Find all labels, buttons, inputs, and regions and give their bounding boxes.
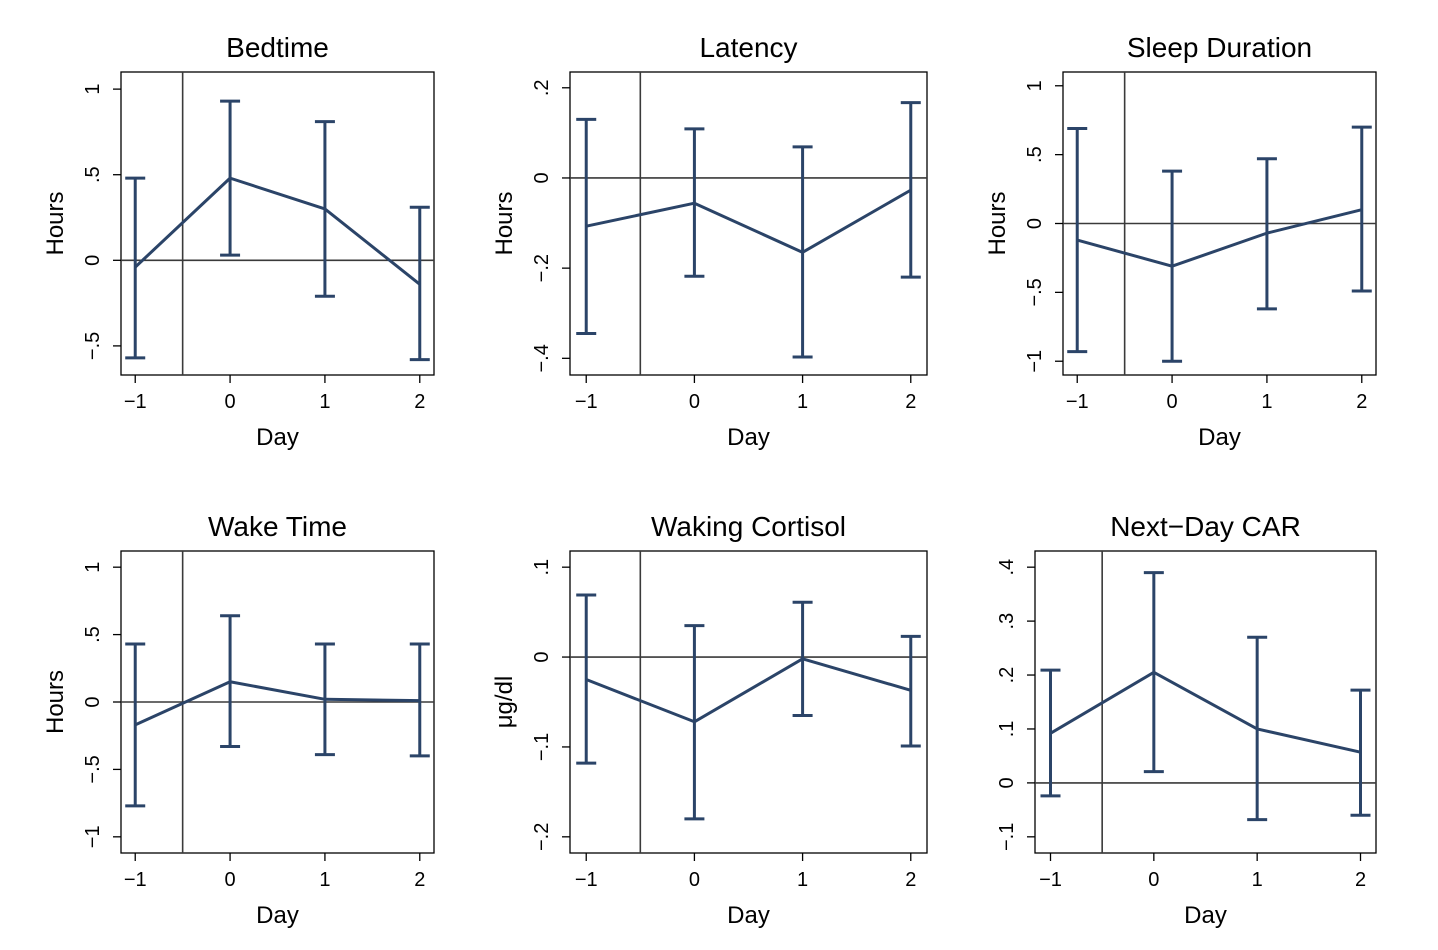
- panel-title: Bedtime: [226, 32, 329, 63]
- panel-title: Latency: [699, 32, 797, 63]
- panel-2: Latency −1 0 1 2 −.4 −.2 0 .2 Day Hours: [491, 32, 928, 451]
- x-axis-label: Day: [727, 902, 770, 929]
- estimate-line: [585, 188, 912, 254]
- y-axis-label: μg/dl: [491, 676, 518, 729]
- x-tick-label: 0: [1167, 391, 1178, 413]
- x-tick-label: 0: [225, 869, 236, 891]
- y-tick-label: 1: [1024, 80, 1046, 91]
- x-tick-label: 0: [1148, 869, 1159, 891]
- x-tick-label: −1: [1039, 869, 1062, 891]
- x-tick-label: 1: [319, 869, 330, 891]
- x-tick-label: 1: [797, 391, 808, 413]
- y-tick-label: .1: [531, 559, 553, 576]
- panel-5: Waking Cortisol −1 0 1 2 −.2 −.1 0 .1 Day μg/dl: [491, 511, 928, 929]
- y-tick-label: 0: [82, 696, 104, 707]
- x-tick-label: −1: [124, 391, 147, 413]
- y-tick-label: −.2: [531, 823, 553, 851]
- y-tick-label: .2: [996, 667, 1018, 684]
- plot-frame: [569, 71, 928, 376]
- panel-3: Sleep Duration −1 0 1 2 −1 −.5 0 .5 1 Day Hours: [984, 32, 1377, 451]
- panel-title: Wake Time: [208, 511, 347, 542]
- y-tick-label: −.5: [82, 755, 104, 783]
- panel-title: Waking Cortisol: [651, 511, 846, 542]
- y-tick-label: .1: [996, 721, 1018, 738]
- y-axis-label: Hours: [42, 191, 69, 255]
- y-tick-label: .4: [996, 559, 1018, 576]
- x-tick-label: 0: [689, 869, 700, 891]
- x-axis-label: Day: [256, 902, 299, 929]
- plot-frame: [1034, 550, 1377, 854]
- x-tick-label: −1: [1066, 391, 1089, 413]
- y-tick-label: −.1: [996, 823, 1018, 851]
- x-tick-label: 1: [319, 391, 330, 413]
- y-tick-label: −.5: [1024, 278, 1046, 306]
- y-tick-label: .2: [531, 79, 553, 96]
- x-tick-label: 1: [797, 869, 808, 891]
- y-tick-label: 0: [531, 172, 553, 183]
- x-tick-label: −1: [575, 869, 598, 891]
- panel-title: Sleep Duration: [1127, 32, 1312, 63]
- plot-frame: [569, 550, 928, 854]
- x-tick-label: 1: [1261, 391, 1272, 413]
- y-axis-label: Hours: [984, 191, 1011, 255]
- x-axis-label: Day: [256, 424, 299, 451]
- y-tick-label: .5: [1024, 146, 1046, 163]
- x-tick-label: −1: [575, 391, 598, 413]
- panel-1: Bedtime −1 0 1 2 −.5 0 .5 1 Day Hours: [42, 32, 435, 451]
- x-axis-label: Day: [1184, 902, 1227, 929]
- x-axis-label: Day: [727, 424, 770, 451]
- x-tick-label: −1: [124, 869, 147, 891]
- y-tick-label: −.1: [531, 733, 553, 761]
- x-tick-label: 2: [1356, 391, 1367, 413]
- x-tick-label: 0: [689, 391, 700, 413]
- y-axis-label: Hours: [42, 670, 69, 734]
- y-tick-label: −.2: [531, 254, 553, 282]
- y-tick-label: 0: [996, 777, 1018, 788]
- y-tick-label: −1: [82, 825, 104, 848]
- x-axis-label: Day: [1198, 424, 1241, 451]
- y-tick-label: 0: [531, 651, 553, 662]
- plot-frame: [120, 71, 435, 376]
- x-tick-label: 2: [905, 869, 916, 891]
- y-tick-label: −.4: [531, 344, 553, 372]
- estimate-line: [1076, 208, 1363, 268]
- y-tick-label: .3: [996, 613, 1018, 630]
- y-axis-label: Hours: [491, 191, 518, 255]
- x-tick-label: 1: [1252, 869, 1263, 891]
- y-tick-label: 0: [82, 255, 104, 266]
- x-tick-label: 2: [414, 391, 425, 413]
- estimate-line: [134, 680, 420, 727]
- y-tick-label: −.5: [82, 332, 104, 360]
- y-tick-label: 0: [1024, 218, 1046, 229]
- panel-title: Next−Day CAR: [1110, 511, 1301, 542]
- x-tick-label: 0: [225, 391, 236, 413]
- y-tick-label: .5: [82, 166, 104, 183]
- y-tick-label: 1: [82, 562, 104, 573]
- estimate-line: [585, 657, 912, 724]
- x-tick-label: 2: [905, 391, 916, 413]
- x-tick-label: 2: [414, 869, 425, 891]
- y-tick-label: 1: [82, 84, 104, 95]
- panel-6: Next−Day CAR −1 0 1 2 −.1 0 .1 .2 .3 .4 Day: [996, 511, 1377, 929]
- estimate-line: [134, 176, 421, 286]
- y-tick-label: −1: [1024, 350, 1046, 373]
- panel-4: Wake Time −1 0 1 2 −1 −.5 0 .5 1 Day Hours: [42, 511, 435, 929]
- x-tick-label: 2: [1355, 869, 1366, 891]
- estimate-line: [1049, 670, 1361, 754]
- y-tick-label: .5: [82, 626, 104, 643]
